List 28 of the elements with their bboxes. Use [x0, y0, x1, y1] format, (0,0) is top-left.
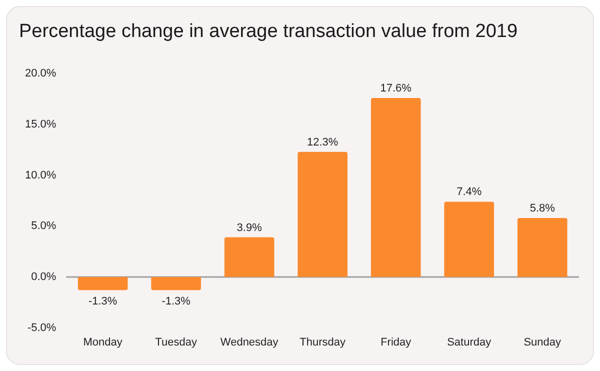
y-tick-label: 20.0%	[24, 68, 56, 80]
chart-title: Percentage change in average transaction value from 2019	[19, 21, 518, 43]
x-tick-label: Monday	[83, 336, 123, 348]
x-tick-label: Sunday	[524, 336, 562, 348]
x-tick-label: Friday	[380, 336, 412, 348]
data-label: 17.6%	[380, 82, 412, 95]
data-label: 3.9%	[236, 222, 262, 234]
bar	[298, 152, 348, 277]
x-tick-label: Tuesday	[155, 336, 198, 348]
data-label: 7.4%	[456, 186, 482, 198]
bar	[517, 218, 568, 277]
x-tick-label: Wednesday	[220, 336, 279, 348]
bar	[78, 276, 128, 290]
y-tick-label: 15.0%	[24, 118, 56, 130]
data-label: -1.3%	[162, 296, 191, 308]
x-tick-label: Saturday	[447, 336, 492, 348]
y-tick-label: 10.0%	[24, 169, 56, 182]
data-label: -1.3%	[88, 296, 118, 308]
data-label: 5.8%	[530, 202, 556, 215]
bar	[444, 202, 494, 277]
data-label: 12.3%	[306, 136, 338, 148]
y-tick-label: 5.0%	[31, 220, 56, 232]
y-tick-label: -5.0%	[27, 322, 56, 334]
bar	[151, 276, 201, 290]
bar	[370, 98, 421, 277]
bar	[224, 237, 274, 277]
x-tick-label: Thursday	[300, 336, 346, 348]
y-tick-label: 0.0%	[31, 270, 56, 283]
